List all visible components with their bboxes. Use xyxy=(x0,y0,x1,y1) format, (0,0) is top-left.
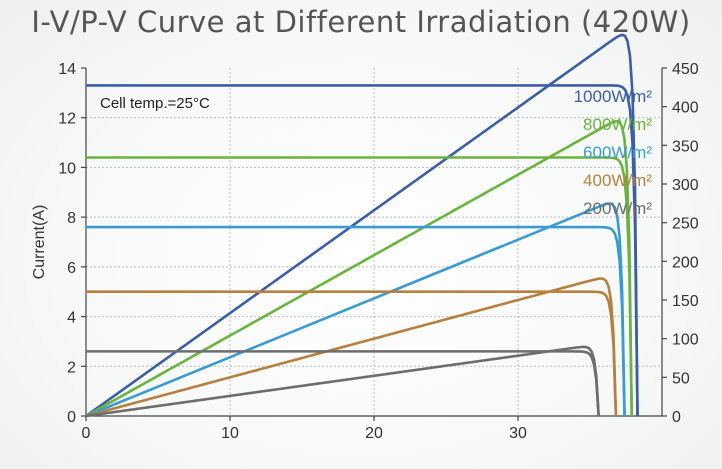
legend-label-series-3: 400W/m² xyxy=(583,171,652,190)
iv-curve-series-4 xyxy=(86,350,600,417)
y2-tick-label: 350 xyxy=(672,138,699,155)
series-curves xyxy=(85,33,639,418)
y-tick-label: 8 xyxy=(67,210,76,227)
y2-tick-label: 300 xyxy=(672,177,699,194)
pv-curve-series-2 xyxy=(85,202,626,418)
cell-temp-annotation: Cell temp.=25°C xyxy=(100,95,210,112)
legend-label-series-1: 800W/m² xyxy=(583,115,652,134)
x-tick-label: 0 xyxy=(82,425,91,442)
pv-curve-series-1 xyxy=(85,119,634,418)
y-tick-label: 12 xyxy=(58,111,76,128)
y2-tick-label: 50 xyxy=(672,370,690,387)
y2-tick-label: 150 xyxy=(672,293,699,310)
y-tick-label: 6 xyxy=(67,260,76,277)
y-tick-label: 14 xyxy=(58,61,76,78)
y-tick-label: 0 xyxy=(67,409,76,426)
iv-curve-series-2 xyxy=(86,225,626,417)
y-tick-label: 4 xyxy=(67,310,76,327)
y-tick-label: 2 xyxy=(67,359,76,376)
axes xyxy=(81,67,667,421)
grid-lines xyxy=(86,68,662,416)
tick-labels: 0 2 4 6 8 10 12 14 0 50 100 150 200 250 300 350 400 450 0 1… xyxy=(31,61,699,442)
y2-tick-label: 100 xyxy=(672,332,699,349)
iv-curve-series-1 xyxy=(86,156,634,417)
pv-curve-series-3 xyxy=(85,277,618,418)
iv-curve-series-3 xyxy=(86,290,618,417)
y2-tick-label: 450 xyxy=(672,61,699,78)
y2-tick-label: 200 xyxy=(672,254,699,271)
y2-tick-label: 400 xyxy=(672,100,699,117)
legend-label-series-2: 600W/m² xyxy=(583,143,652,162)
x-tick-label: 10 xyxy=(221,425,239,442)
y2-tick-label: 0 xyxy=(672,409,681,426)
y-tick-label: 10 xyxy=(58,160,76,177)
legend-label-series-0: 1000W/m² xyxy=(574,87,653,106)
x-tick-label: 30 xyxy=(509,425,527,442)
chart-title: I-V/P-V Curve at Different Irradiation (… xyxy=(31,5,690,39)
x-tick-label: 20 xyxy=(365,425,383,442)
legend: 1000W/m² 800W/m² 600W/m² 400W/m² 200W/m² xyxy=(574,87,653,218)
legend-label-series-4: 200W/m² xyxy=(583,199,652,218)
pv-curve-series-4 xyxy=(85,345,600,418)
y-axis-label: Current(A) xyxy=(31,205,48,280)
iv-curve-series-0 xyxy=(86,84,639,417)
y2-tick-label: 250 xyxy=(672,216,699,233)
